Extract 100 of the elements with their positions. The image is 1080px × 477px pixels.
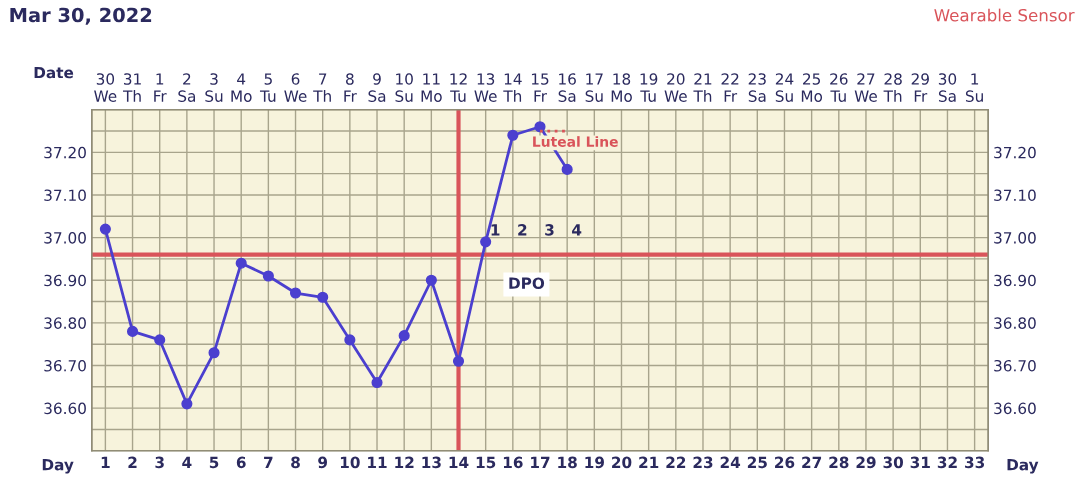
x-tick-label: 29 Fr: [911, 73, 929, 102]
x-tick-label: 13 We: [474, 73, 497, 102]
x2-tick-label: 18: [558, 456, 577, 469]
y2-tick-label: 37.20: [994, 146, 1036, 159]
x2-tick-label: 2: [128, 456, 137, 468]
x2-tick-label: 31: [910, 456, 930, 469]
y2-tick-label: 36.80: [994, 317, 1036, 329]
x2-tick-label: 23: [693, 456, 713, 469]
point: [181, 398, 193, 410]
x2-tick-label: 5: [209, 456, 219, 469]
annotation: 4: [572, 224, 582, 236]
point: [534, 121, 546, 133]
y-tick-label: 36.80: [44, 317, 86, 329]
x-tick-label: 1 Fr: [154, 73, 167, 102]
point: [507, 129, 519, 141]
point: [398, 330, 410, 342]
point: [344, 334, 356, 346]
x-tick-label: 30 Sa: [938, 73, 957, 102]
x2-tick-label: 7: [264, 456, 273, 468]
x-axis-title: Date: [34, 66, 74, 79]
x2-tick-label: 3: [155, 456, 164, 469]
x-tick-label: 6 We: [284, 73, 307, 102]
x-tick-label: 19 Tu: [640, 73, 658, 102]
x-tick-label: 18 Mo: [611, 73, 632, 102]
y-tick-label: 36.70: [44, 359, 86, 372]
x2-axis-title: Day: [42, 459, 74, 474]
x2-tick-label: 9: [318, 456, 328, 469]
x2-tick-label: 19: [585, 456, 604, 469]
x-tick-label: 4 Mo: [231, 73, 252, 102]
x2-tick-label: 14: [449, 456, 469, 468]
x-tick-label: 3 Su: [205, 73, 223, 102]
x2-tick-label: 1: [101, 456, 110, 468]
x-tick-label: 28 Th: [883, 73, 902, 102]
x-tick-label: 11 Mo: [421, 73, 442, 102]
x2-tick-label: 33: [965, 456, 985, 469]
x2-tick-label: 15: [476, 456, 496, 469]
x-tick-label: 22 Fr: [721, 73, 739, 102]
y2-tick-label: 36.90: [994, 274, 1036, 287]
x2-tick-label: 4: [182, 456, 192, 468]
x2-tick-label: 25: [747, 456, 767, 469]
x2-tick-label: 17: [531, 456, 550, 468]
y-tick-label: 37.00: [44, 232, 86, 244]
annotation: 2: [518, 224, 527, 236]
x-tick-label: 27 We: [854, 73, 877, 102]
x-tick-label: 24 Su: [775, 73, 794, 102]
x-tick-label: 10 Su: [395, 73, 413, 102]
series-label: Luteal Line: [533, 136, 618, 147]
x2-tick-label: 8: [291, 456, 300, 469]
x-tick-label: 30 We: [94, 73, 117, 102]
x-tick-label: 14 Th: [503, 73, 522, 102]
x-tick-label: 9 Sa: [368, 73, 386, 102]
point: [371, 376, 383, 389]
point: [289, 287, 302, 299]
x2-tick-label: 21: [639, 456, 659, 468]
y-tick-label: 37.10: [44, 189, 86, 201]
point: [480, 236, 492, 248]
annotation: DPO: [509, 277, 545, 289]
annotation: 1: [491, 224, 500, 236]
y-tick-label: 36.60: [44, 402, 86, 415]
point: [208, 347, 220, 359]
x2-tick-label: 12: [395, 456, 414, 468]
x2-tick-label: 6: [236, 456, 246, 469]
x2-tick-label: 27: [802, 456, 822, 468]
chart-title: Mar 30, 2022: [10, 7, 152, 25]
y2-tick-label: 37.00: [994, 232, 1036, 244]
point: [99, 223, 111, 235]
x2-tick-label: 11: [368, 456, 387, 468]
x-tick-label: 12 Tu: [450, 73, 467, 102]
x-tick-label: 1 Su: [965, 73, 983, 102]
y2-tick-label: 37.10: [994, 189, 1036, 201]
x2-tick-label: 13: [422, 456, 441, 469]
x-tick-label: 21 Th: [693, 73, 712, 102]
point: [425, 274, 437, 286]
y2-tick-label: 36.70: [994, 359, 1036, 372]
x-tick-label: 7 Th: [313, 73, 331, 102]
x-tick-label: 26 Tu: [830, 73, 848, 102]
y2-tick-label: 36.60: [994, 402, 1036, 415]
point: [154, 334, 166, 346]
x-tick-label: 15 Fr: [531, 73, 549, 102]
x-tick-label: 16 Sa: [558, 73, 576, 102]
x2-tick-label: 26: [775, 456, 795, 469]
point: [126, 325, 139, 337]
x-tick-label: 17 Su: [585, 73, 603, 102]
y-tick-label: 37.20: [44, 146, 86, 159]
x-tick-label: 23 Sa: [748, 73, 766, 102]
x-tick-label: 2 Sa: [178, 73, 196, 102]
chart-subtitle: Wearable Sensor: [934, 8, 1075, 22]
x2-tick-label: 22: [666, 456, 686, 468]
text: Day: [1007, 459, 1039, 474]
x2-tick-label: 10: [340, 456, 360, 469]
x-tick-label: 20 We: [664, 73, 687, 102]
y-tick-label: 36.90: [44, 274, 86, 287]
x2-tick-label: 30: [883, 456, 904, 469]
point: [561, 163, 573, 175]
annotation: 3: [545, 224, 554, 236]
x2-tick-label: 28: [829, 456, 849, 469]
point: [317, 291, 329, 303]
x2-tick-label: 29: [856, 456, 876, 469]
x-tick-label: 5 Tu: [259, 73, 276, 102]
x-tick-label: 8 Fr: [344, 73, 357, 102]
